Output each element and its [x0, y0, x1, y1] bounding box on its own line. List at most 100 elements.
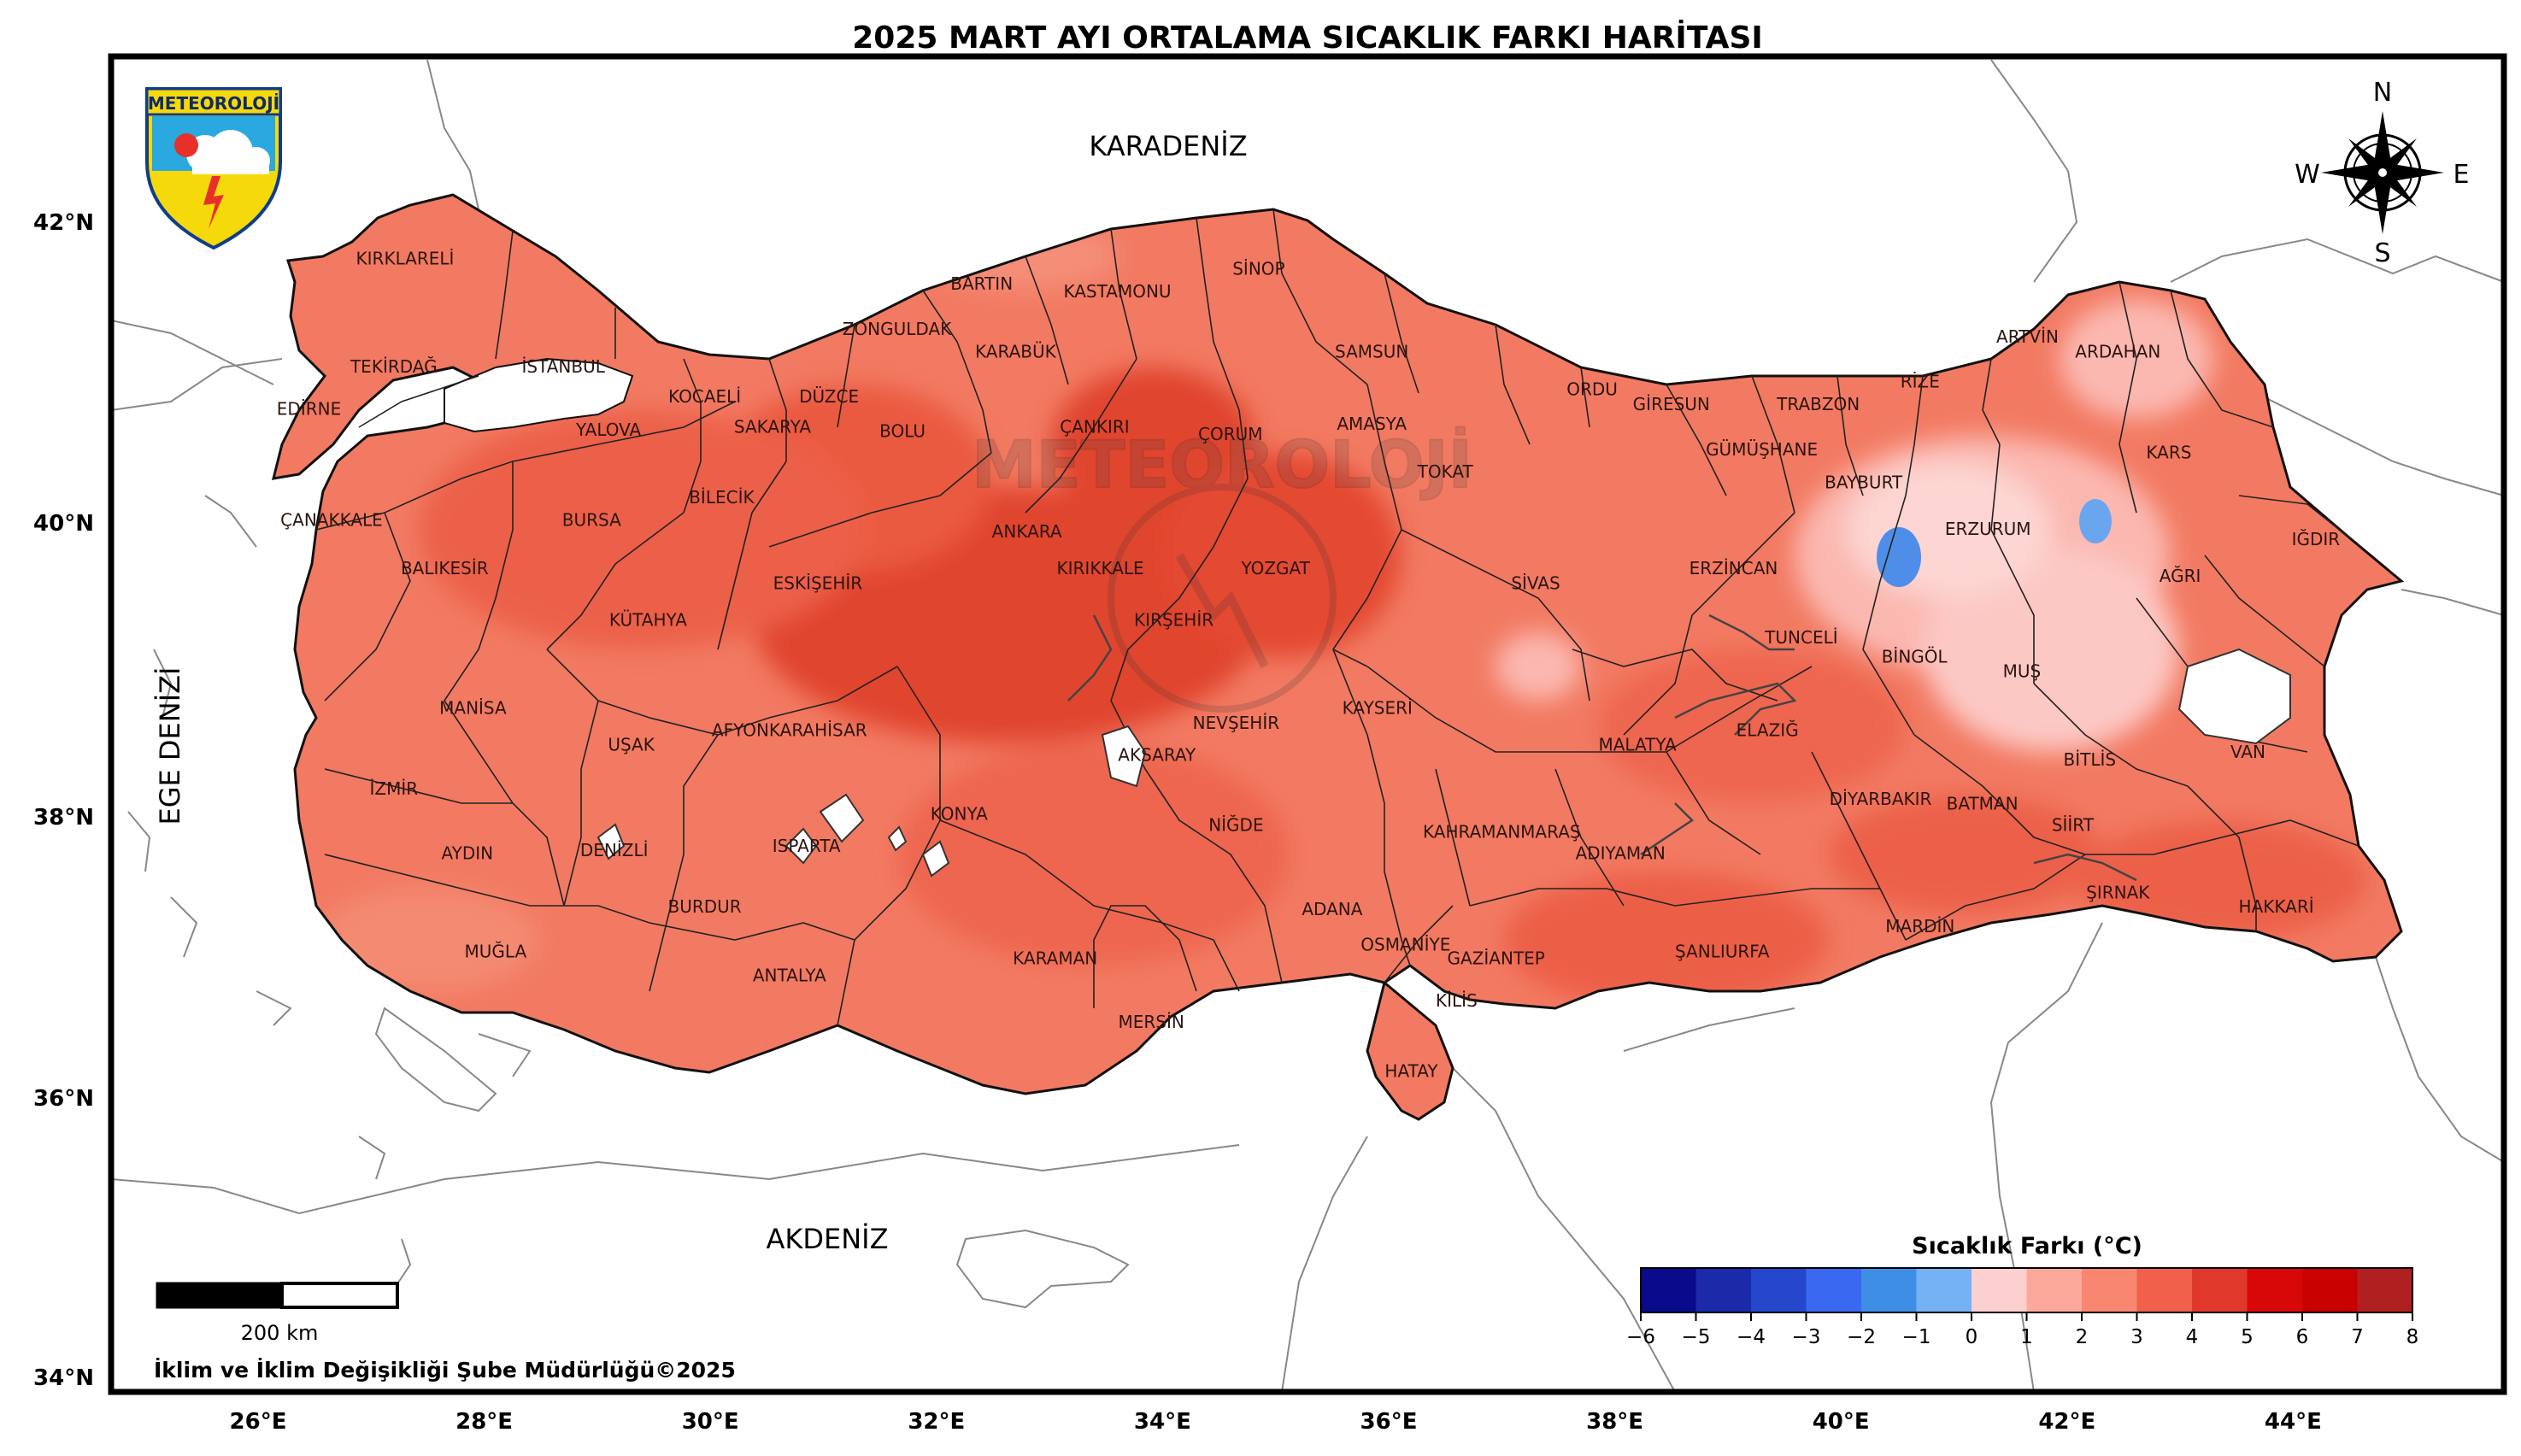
- province-label: İSTANBUL: [521, 356, 605, 377]
- province-label: KARAMAN: [1013, 948, 1097, 969]
- province-boundaries: [315, 208, 2359, 1026]
- province-label: AFYONKARAHİSAR: [712, 719, 867, 740]
- province-label: ANTALYA: [753, 966, 826, 986]
- province-label: HATAY: [1384, 1060, 1438, 1081]
- svg-text:METEOROLOJİ: METEOROLOJİ: [972, 426, 1472, 502]
- credit-text: İklim ve İklim Değişikliği Şube Müdürlüğ…: [154, 1357, 736, 1383]
- province-label: MANİSA: [439, 698, 507, 719]
- legend-swatch: [2082, 1268, 2138, 1312]
- province-label: GİRESUN: [1633, 394, 1710, 414]
- legend-tick-label: −1: [1902, 1326, 1931, 1348]
- province-label: BİTLİS: [2064, 749, 2117, 770]
- province-label: YALOVA: [575, 420, 642, 440]
- province-label: TUNCELİ: [1764, 627, 1837, 648]
- lat-tick-label: 40°N: [33, 511, 94, 537]
- legend-tick-label: 3: [2130, 1326, 2143, 1348]
- legend-tick-label: −4: [1736, 1326, 1766, 1348]
- province-label: KİLİS: [1436, 990, 1478, 1011]
- mediterranean-label: AKDENİZ: [766, 1223, 888, 1255]
- legend-tick-label: 2: [2076, 1326, 2089, 1348]
- legend-swatch: [1861, 1268, 1918, 1312]
- province-label: GAZİANTEP: [1448, 948, 1545, 969]
- legend-tick-label: 0: [1966, 1326, 1978, 1348]
- province-label: KÜTAHYA: [609, 609, 687, 630]
- legend-tick-label: 4: [2186, 1326, 2199, 1348]
- province-label: NİĞDE: [1208, 815, 1263, 836]
- province-label: SİVAS: [1511, 572, 1560, 593]
- province-label: KAHRAMANMARAŞ: [1423, 822, 1581, 842]
- province-label: KARABÜK: [975, 341, 1057, 361]
- province-label: RİZE: [1901, 372, 1940, 392]
- lon-tick-label: 42°E: [2038, 1409, 2095, 1435]
- province-label: ZONGULDAK: [843, 319, 952, 339]
- province-label: KONYA: [931, 803, 988, 824]
- lon-tick-label: 30°E: [682, 1409, 739, 1435]
- legend-swatch: [2357, 1268, 2413, 1312]
- lat-tick-label: 38°N: [33, 805, 94, 831]
- legend-tick-label: 7: [2351, 1326, 2364, 1348]
- legend-swatch: [1806, 1268, 1862, 1312]
- province-label: SİİRT: [2052, 815, 2095, 836]
- province-label: BARTIN: [950, 273, 1013, 294]
- province-label: KIRKLARELİ: [356, 248, 455, 268]
- compass-rose: N S W E: [2295, 78, 2469, 268]
- province-label: KIRIKKALE: [1057, 558, 1144, 578]
- province-label: ADIYAMAN: [1576, 842, 1666, 863]
- province-label: KIRŞEHİR: [1134, 609, 1213, 630]
- legend-swatch: [1751, 1268, 1807, 1312]
- province-label: AĞRI: [2160, 566, 2201, 586]
- province-label: VAN: [2230, 742, 2265, 762]
- compass-e: E: [2453, 160, 2470, 190]
- province-label: NEVŞEHİR: [1193, 713, 1280, 733]
- province-label: BAYBURT: [1825, 473, 1903, 493]
- legend-tick-label: 6: [2296, 1326, 2309, 1348]
- province-label: AMASYA: [1337, 414, 1407, 434]
- province-label: SAMSUN: [1335, 341, 1408, 361]
- province-label: BOLU: [879, 421, 926, 442]
- province-label: MALATYA: [1598, 735, 1677, 755]
- watermark: METEOROLOJİ: [971, 425, 1473, 713]
- legend-tick-label: 5: [2241, 1326, 2254, 1348]
- province-label: ANKARA: [992, 521, 1062, 542]
- scale-bar-label: 200 km: [241, 1321, 319, 1345]
- svg-text:METEOROLOJİ: METEOROLOJİ: [148, 93, 279, 114]
- province-label: ŞANLIURFA: [1675, 942, 1770, 962]
- legend-swatch: [2247, 1268, 2303, 1312]
- compass-n: N: [2373, 78, 2392, 108]
- province-label: MARDİN: [1885, 916, 1954, 936]
- rivers: [1067, 614, 2137, 882]
- province-label: KAYSERİ: [1343, 698, 1413, 719]
- province-label: ELAZIĞ: [1736, 719, 1799, 740]
- legend-swatch: [2302, 1268, 2359, 1312]
- province-label: YOZGAT: [1240, 558, 1310, 578]
- legend-tick-label: 1: [2020, 1326, 2033, 1348]
- province-label: UŞAK: [608, 735, 655, 755]
- legend-swatch: [2026, 1268, 2083, 1312]
- province-label: SİNOP: [1232, 259, 1284, 279]
- turkey-outline: [271, 193, 2405, 1121]
- province-label: KOCAELİ: [668, 386, 741, 407]
- black-sea-label: KARADENİZ: [1089, 130, 1247, 162]
- province-label: KARS: [2146, 442, 2191, 462]
- province-label: ORDU: [1566, 379, 1618, 399]
- province-label: DİYARBAKIR: [1830, 789, 1932, 809]
- province-label: ISPARTA: [773, 836, 841, 856]
- province-label: ERZURUM: [1945, 519, 2031, 539]
- lon-tick-label: 36°E: [1360, 1409, 1418, 1435]
- scale-bar: 200 km: [156, 1282, 399, 1345]
- province-label: ŞIRNAK: [2086, 882, 2150, 902]
- province-label: BİNGÖL: [1882, 646, 1948, 666]
- lon-tick-label: 26°E: [230, 1409, 287, 1435]
- province-label: BATMAN: [1947, 793, 2019, 813]
- province-label: ARDAHAN: [2075, 341, 2160, 361]
- legend-swatch: [1695, 1268, 1752, 1312]
- lon-tick-label: 32°E: [908, 1409, 965, 1435]
- province-label: ÇANAKKALE: [280, 509, 383, 530]
- province-label: BURSA: [562, 509, 621, 530]
- province-label: BALIKESİR: [401, 558, 489, 578]
- latitude-tick-labels: 42°N 40°N 38°N 36°N 34°N: [33, 210, 94, 1391]
- meteoroloji-logo: METEOROLOJİ: [145, 87, 282, 250]
- province-label: OSMANİYE: [1360, 934, 1450, 954]
- legend-ticks: −6 −5 −4 −3 −2 −1 0 1 2 3 4 5 6 7 8: [1626, 1312, 2418, 1348]
